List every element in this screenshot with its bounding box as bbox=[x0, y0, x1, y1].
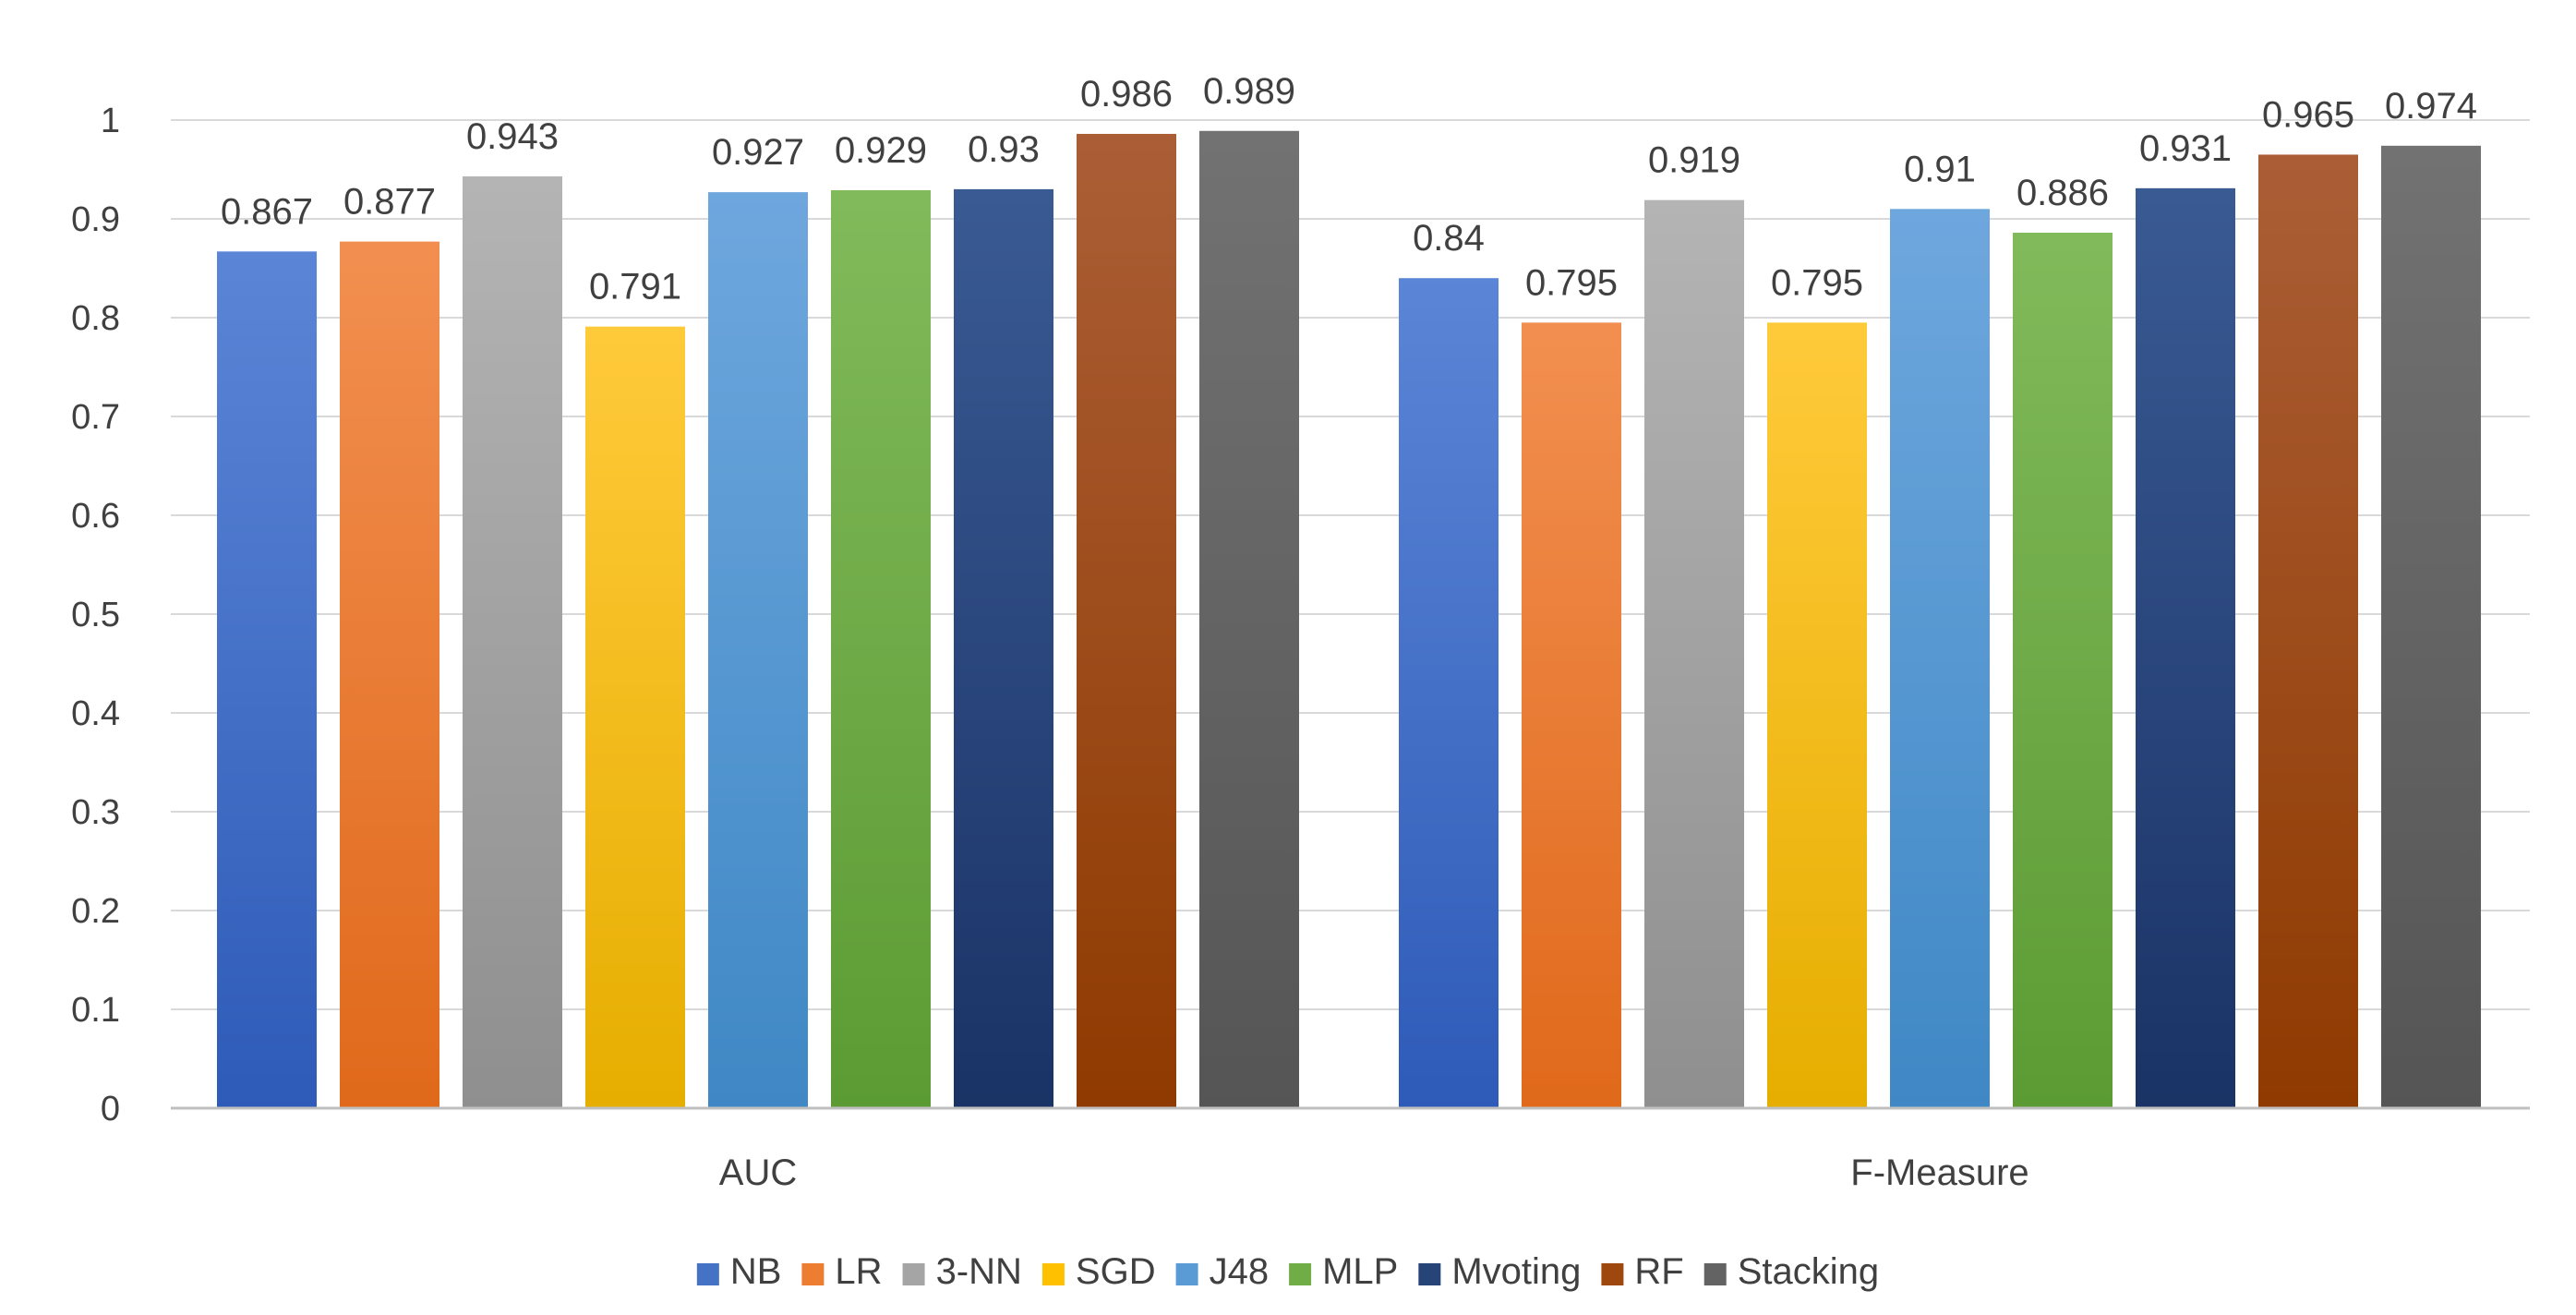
legend-item-3-nn: 3-NN bbox=[902, 1251, 1022, 1292]
bar-rf-f-measure bbox=[2258, 154, 2358, 1109]
bar-mvoting-f-measure bbox=[2136, 187, 2235, 1108]
y-tick-label: 0.9 bbox=[71, 200, 120, 239]
legend-swatch bbox=[801, 1263, 825, 1285]
legend-swatch bbox=[902, 1263, 925, 1285]
data-labels: 0.867 0.877 0.943 0.791 0.927 0.929 0.93 0.986 0… bbox=[221, 71, 2477, 308]
y-tick-label: 0 bbox=[101, 1090, 120, 1128]
bar-sgd-auc bbox=[585, 326, 685, 1108]
bar-mlp-auc bbox=[831, 189, 931, 1109]
legend-swatch bbox=[1703, 1263, 1727, 1285]
bar-3-nn-auc bbox=[463, 175, 562, 1109]
bar-stacking-auc bbox=[1199, 130, 1299, 1108]
data-label: 0.867 bbox=[221, 191, 313, 232]
data-label: 0.965 bbox=[2262, 94, 2354, 135]
bar-mvoting-auc bbox=[954, 188, 1053, 1108]
bar-j48-f-measure bbox=[1890, 209, 1990, 1109]
y-tick-label: 0.8 bbox=[71, 299, 120, 338]
legend-label: 3-NN bbox=[936, 1251, 1022, 1292]
data-label: 0.91 bbox=[1904, 149, 1976, 189]
bar-j48-auc bbox=[708, 192, 808, 1109]
y-tick-label: 0.5 bbox=[71, 596, 120, 634]
data-label: 0.919 bbox=[1648, 140, 1740, 181]
y-tick-label: 0.6 bbox=[71, 497, 120, 536]
legend-item-stacking: Stacking bbox=[1703, 1251, 1879, 1292]
y-tick-label: 0.1 bbox=[71, 991, 120, 1030]
bars bbox=[217, 130, 2481, 1109]
legend-swatch bbox=[1418, 1263, 1441, 1285]
data-label: 0.986 bbox=[1080, 74, 1173, 115]
y-tick-label: 0.3 bbox=[71, 793, 120, 832]
bar-lr-auc bbox=[340, 241, 439, 1108]
data-label: 0.974 bbox=[2385, 86, 2477, 127]
legend-swatch bbox=[1175, 1263, 1198, 1285]
legend: NB LR 3-NN SGD J48 MLP Mvoting RF Stacking bbox=[696, 1251, 1879, 1292]
data-label: 0.877 bbox=[343, 182, 436, 223]
legend-label: MLP bbox=[1322, 1251, 1398, 1292]
y-tick-label: 0.4 bbox=[71, 694, 120, 733]
bar-lr-f-measure bbox=[1522, 322, 1621, 1109]
legend-label: SGD bbox=[1076, 1251, 1156, 1292]
data-label: 0.795 bbox=[1771, 262, 1863, 303]
x-axis-category-labels: AUC F-Measure bbox=[719, 1152, 2029, 1193]
legend-item-nb: NB bbox=[696, 1251, 782, 1292]
legend-item-mvoting: Mvoting bbox=[1418, 1251, 1581, 1292]
bar-3-nn-f-measure bbox=[1644, 199, 1744, 1109]
y-tick-label: 1 bbox=[101, 102, 120, 140]
bar-mlp-f-measure bbox=[2013, 232, 2113, 1109]
legend-label: NB bbox=[730, 1251, 782, 1292]
legend-swatch bbox=[1601, 1263, 1624, 1285]
category-label: AUC bbox=[719, 1152, 797, 1193]
bar-rf-auc bbox=[1077, 133, 1176, 1109]
legend-label: Stacking bbox=[1738, 1251, 1879, 1292]
legend-item-mlp: MLP bbox=[1289, 1251, 1398, 1292]
legend-label: J48 bbox=[1210, 1251, 1270, 1292]
category-label: F-Measure bbox=[1850, 1152, 2028, 1193]
data-label: 0.927 bbox=[712, 132, 804, 173]
legend-label: RF bbox=[1634, 1251, 1683, 1292]
data-label: 0.943 bbox=[466, 116, 559, 157]
y-tick-label: 0.7 bbox=[71, 398, 120, 437]
data-label: 0.931 bbox=[2139, 128, 2232, 169]
data-label: 0.929 bbox=[835, 130, 927, 171]
legend-item-lr: LR bbox=[801, 1251, 883, 1292]
data-label: 0.795 bbox=[1525, 262, 1618, 303]
legend-swatch bbox=[1041, 1263, 1065, 1285]
legend-item-j48: J48 bbox=[1175, 1251, 1270, 1292]
legend-swatch bbox=[1289, 1263, 1312, 1285]
legend-swatch bbox=[696, 1263, 719, 1285]
data-label: 0.989 bbox=[1203, 71, 1295, 112]
data-label: 0.84 bbox=[1413, 218, 1485, 259]
legend-item-rf: RF bbox=[1601, 1251, 1684, 1292]
data-label: 0.93 bbox=[968, 129, 1040, 170]
bar-sgd-f-measure bbox=[1767, 322, 1867, 1109]
data-label: 0.886 bbox=[2016, 173, 2109, 213]
y-axis-tick-labels: 0 0.1 0.2 0.3 0.4 0.5 0.6 0.7 0.8 0.9 1 bbox=[71, 102, 120, 1128]
data-label: 0.791 bbox=[589, 267, 681, 308]
legend-label: Mvoting bbox=[1451, 1251, 1581, 1292]
bar-stacking-f-measure bbox=[2381, 145, 2481, 1108]
gridlines bbox=[171, 119, 2530, 1010]
y-tick-label: 0.2 bbox=[71, 892, 120, 931]
legend-label: LR bbox=[835, 1251, 882, 1292]
bar-nb-auc bbox=[217, 251, 317, 1108]
legend-item-sgd: SGD bbox=[1041, 1251, 1156, 1292]
bar-nb-f-measure bbox=[1399, 278, 1499, 1108]
